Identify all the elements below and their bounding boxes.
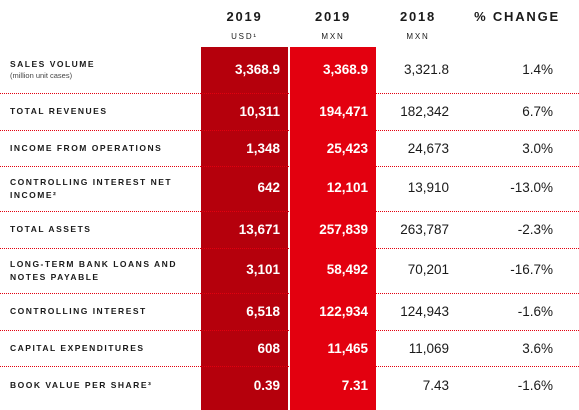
- cell-percent-change: 6.7%: [522, 104, 553, 119]
- cell-2019-usd: 608: [257, 341, 280, 356]
- row-divider: [0, 93, 579, 94]
- row-label: TOTAL REVENUES: [10, 106, 108, 116]
- header-unit: MXN: [406, 32, 430, 41]
- cell-percent-change: -13.0%: [510, 180, 553, 195]
- row-divider: [0, 130, 579, 131]
- cell-2018-mxn: 13,910: [407, 180, 449, 195]
- header-year: 2019: [314, 9, 352, 24]
- cell-percent-change: -2.3%: [517, 222, 553, 237]
- cell-2019-usd: 0.39: [253, 378, 280, 393]
- row-divider: [0, 366, 579, 367]
- row-label: BOOK VALUE PER SHARE³: [10, 380, 153, 390]
- row-label: SALES VOLUME (million unit cases): [10, 58, 195, 81]
- header-unit: USD¹: [231, 32, 258, 41]
- table-row: SALES VOLUME (million unit cases) 3,368.…: [0, 48, 579, 92]
- row-label: CONTROLLING INTEREST: [10, 306, 147, 316]
- cell-2019-mxn: 11,465: [327, 341, 368, 356]
- cell-2019-usd: 13,671: [238, 222, 280, 237]
- row-label: INCOME FROM OPERATIONS: [10, 143, 163, 153]
- cell-2018-mxn: 7.43: [422, 378, 449, 393]
- row-label: TOTAL ASSETS: [10, 224, 92, 234]
- header-2019-mxn: 2019 MXN: [290, 0, 376, 42]
- table-row: TOTAL REVENUES 10,311 194,471 182,342 6.…: [0, 94, 579, 130]
- header-unit: MXN: [321, 32, 345, 41]
- table-row: BOOK VALUE PER SHARE³ 0.39 7.31 7.43 -1.…: [0, 367, 579, 410]
- table-row: CAPITAL EXPENDITURES 608 11,465 11,069 3…: [0, 331, 579, 366]
- cell-2019-usd: 3,101: [246, 262, 280, 277]
- cell-2018-mxn: 263,787: [400, 222, 449, 237]
- cell-2019-mxn: 122,934: [319, 304, 368, 319]
- cell-2019-usd: 3,368.9: [234, 62, 280, 77]
- row-divider: [0, 293, 579, 294]
- header-2019-usd: 2019 USD¹: [201, 0, 288, 42]
- header-percent-change: % CHANGE: [460, 0, 560, 24]
- cell-percent-change: -1.6%: [517, 304, 553, 319]
- cell-2019-usd: 642: [257, 180, 280, 195]
- cell-2019-mxn: 58,492: [326, 262, 368, 277]
- header-2018-mxn: 2018 MXN: [378, 0, 458, 42]
- cell-2019-mxn: 3,368.9: [322, 62, 368, 77]
- row-divider: [0, 330, 579, 331]
- table-row: TOTAL ASSETS 13,671 257,839 263,787 -2.3…: [0, 212, 579, 248]
- cell-percent-change: 3.6%: [522, 341, 553, 356]
- row-divider: [0, 166, 579, 167]
- cell-2019-mxn: 194,471: [319, 104, 368, 119]
- cell-percent-change: -16.7%: [510, 262, 553, 277]
- cell-2018-mxn: 24,673: [407, 141, 449, 156]
- cell-2019-mxn: 7.31: [341, 378, 368, 393]
- cell-2018-mxn: 182,342: [400, 104, 449, 119]
- table-row: INCOME FROM OPERATIONS 1,348 25,423 24,6…: [0, 131, 579, 166]
- table-row: LONG-TERM BANK LOANS AND NOTES PAYABLE 3…: [0, 249, 579, 293]
- cell-2019-usd: 6,518: [246, 304, 280, 319]
- row-label: LONG-TERM BANK LOANS AND NOTES PAYABLE: [10, 259, 177, 282]
- cell-2019-usd: 1,348: [246, 141, 280, 156]
- table-row: CONTROLLING INTEREST 6,518 122,934 124,9…: [0, 294, 579, 330]
- cell-percent-change: -1.6%: [517, 378, 553, 393]
- header-year: 2018: [399, 9, 437, 24]
- cell-2018-mxn: 11,069: [408, 341, 449, 356]
- cell-2019-mxn: 25,423: [326, 141, 368, 156]
- row-label: CONTROLLING INTEREST NET INCOME²: [10, 177, 173, 200]
- cell-2018-mxn: 124,943: [400, 304, 449, 319]
- cell-2019-mxn: 257,839: [319, 222, 368, 237]
- row-label: CAPITAL EXPENDITURES: [10, 343, 145, 353]
- cell-2019-usd: 10,311: [239, 104, 280, 119]
- cell-2019-mxn: 12,101: [326, 180, 368, 195]
- usd-column-highlight: [201, 47, 288, 410]
- cell-2018-mxn: 3,321.8: [403, 62, 449, 77]
- row-label-text: SALES VOLUME: [10, 59, 96, 69]
- cell-2018-mxn: 70,201: [407, 262, 449, 277]
- mxn-column-highlight: [290, 47, 376, 410]
- row-sublabel: (million unit cases): [10, 71, 73, 80]
- header-year: % CHANGE: [474, 9, 560, 24]
- row-divider: [0, 211, 579, 212]
- table-header: 2019 USD¹ 2019 MXN 2018 MXN % CHANGE: [0, 0, 579, 47]
- cell-percent-change: 1.4%: [522, 62, 553, 77]
- row-divider: [0, 248, 579, 249]
- table-row: CONTROLLING INTEREST NET INCOME² 642 12,…: [0, 167, 579, 211]
- cell-percent-change: 3.0%: [522, 141, 553, 156]
- header-year: 2019: [226, 9, 263, 24]
